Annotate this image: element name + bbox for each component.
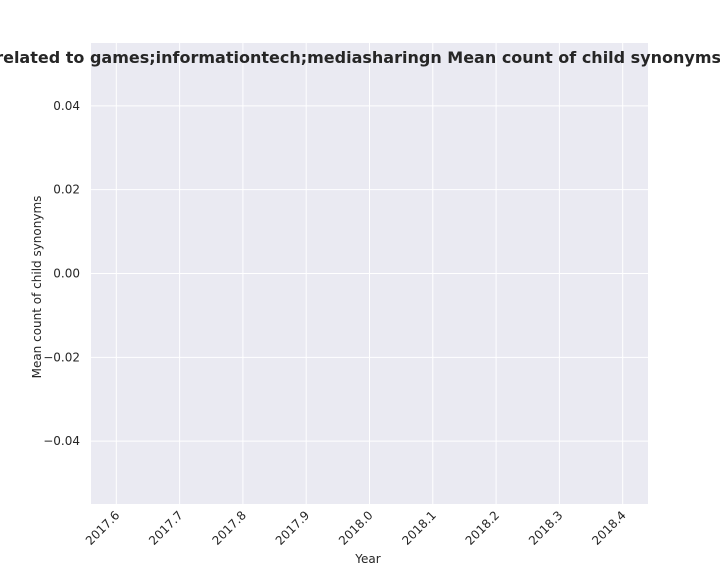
x-axis-label: Year — [354, 552, 380, 566]
x-tick-label: 2017.7 — [146, 508, 186, 548]
x-tick-label: 2018.4 — [589, 508, 629, 548]
chart-title: Top 10 apps are related to games;informa… — [0, 48, 720, 67]
y-tick-label: −0.04 — [43, 434, 80, 448]
x-tick-label: 2017.9 — [273, 508, 313, 548]
x-tick-label: 2018.2 — [463, 508, 503, 548]
x-tick-label: 2017.6 — [83, 508, 123, 548]
x-tick-label: 2017.8 — [209, 508, 249, 548]
x-tick-labels: 2017.6 2017.7 2017.8 2017.9 2018.0 2018.1 2018… — [83, 508, 629, 548]
x-tick-label: 2018.1 — [399, 508, 439, 548]
y-tick-label: −0.02 — [43, 350, 80, 364]
y-tick-labels: −0.04 −0.02 0.00 0.02 0.04 — [43, 99, 80, 448]
y-axis-label: Mean count of child synonyms — [30, 196, 44, 379]
y-tick-label: 0.02 — [53, 183, 80, 197]
y-gridlines — [91, 105, 648, 442]
y-tick-label: 0.00 — [53, 267, 80, 281]
x-tick-label: 2018.3 — [526, 508, 566, 548]
y-tick-label: 0.04 — [53, 99, 80, 113]
x-tick-label: 2018.0 — [336, 508, 376, 548]
